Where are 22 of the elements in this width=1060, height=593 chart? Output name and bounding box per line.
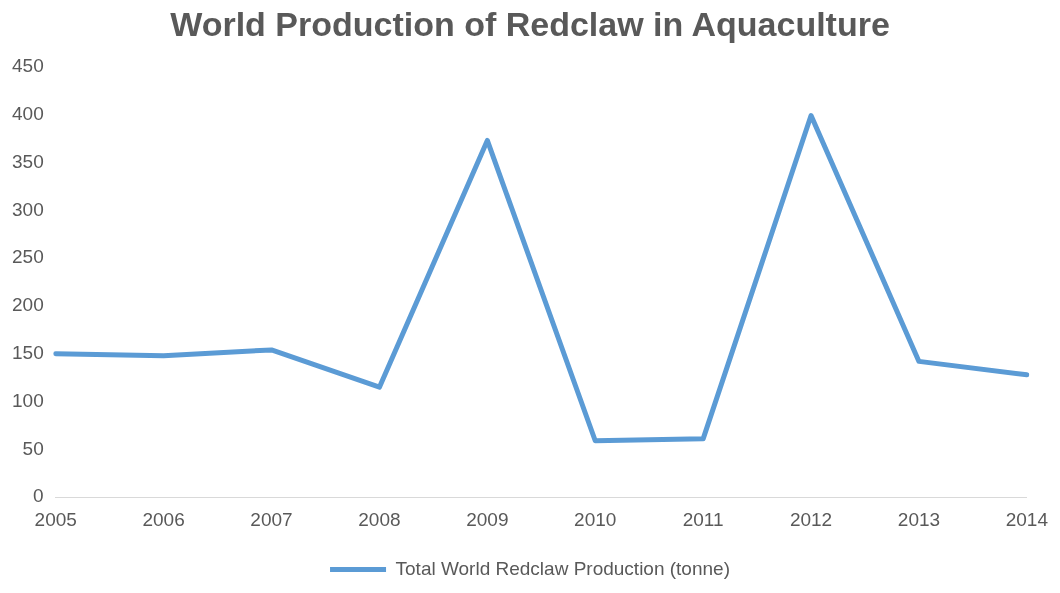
y-tick-label: 350 bbox=[12, 150, 44, 172]
x-tick-label: 2013 bbox=[897, 508, 941, 530]
y-tick-label: 0 bbox=[33, 485, 44, 507]
y-tick-label: 150 bbox=[12, 341, 44, 363]
legend-label: Total World Redclaw Production (tonne) bbox=[395, 557, 730, 579]
x-tick-label: 2008 bbox=[358, 508, 401, 530]
x-tick-label: 2011 bbox=[682, 508, 724, 530]
x-tick-label: 2005 bbox=[34, 508, 77, 530]
y-tick-label: 300 bbox=[12, 198, 44, 220]
y-tick-label: 400 bbox=[12, 102, 44, 124]
x-tick-label: 2010 bbox=[574, 508, 617, 530]
y-tick-label: 200 bbox=[12, 294, 44, 316]
x-tick-label: 2006 bbox=[142, 508, 185, 530]
y-tick-label: 250 bbox=[12, 246, 44, 268]
y-tick-label: 100 bbox=[12, 389, 44, 411]
x-tick-label: 2012 bbox=[789, 508, 833, 530]
chart-title: World Production of Redclaw in Aquaculture bbox=[170, 4, 890, 43]
y-tick-label: 50 bbox=[22, 437, 44, 459]
x-tick-label: 2009 bbox=[466, 508, 509, 530]
x-tick-label: 2014 bbox=[1005, 508, 1049, 530]
y-tick-label: 450 bbox=[12, 55, 44, 77]
x-tick-label: 2007 bbox=[250, 508, 293, 530]
